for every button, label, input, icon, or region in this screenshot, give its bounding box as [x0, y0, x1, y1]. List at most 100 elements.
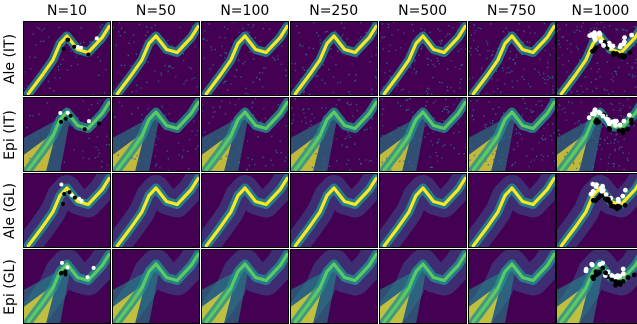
- noise-speck: [106, 144, 107, 145]
- noise-speck: [502, 139, 503, 140]
- noise-speck: [568, 101, 569, 102]
- noise-speck: [384, 72, 385, 73]
- noise-speck: [36, 135, 37, 136]
- noise-speck: [178, 154, 179, 155]
- noise-speck: [244, 62, 245, 63]
- noise-speck: [634, 45, 635, 46]
- noise-speck: [582, 91, 583, 92]
- noise-speck: [397, 29, 398, 30]
- noise-speck: [248, 32, 249, 33]
- noise-speck: [202, 110, 203, 111]
- noise-speck: [389, 70, 390, 71]
- noise-speck: [581, 26, 582, 27]
- noise-speck: [629, 153, 630, 154]
- noise-speck: [574, 32, 575, 33]
- noise-speck: [221, 46, 222, 47]
- noise-speck: [195, 148, 196, 149]
- noise-speck: [380, 37, 381, 38]
- noise-speck: [95, 157, 96, 158]
- noise-speck: [572, 129, 573, 130]
- noise-speck: [168, 158, 169, 159]
- train-point-black: [598, 193, 603, 198]
- noise-speck: [30, 68, 31, 69]
- noise-speck: [550, 135, 551, 136]
- noise-speck: [457, 51, 458, 52]
- noise-speck: [346, 38, 347, 39]
- noise-speck: [238, 162, 239, 163]
- train-point-white: [618, 45, 623, 50]
- noise-speck: [552, 92, 553, 93]
- noise-speck: [596, 27, 597, 28]
- noise-speck: [413, 143, 414, 144]
- noise-speck: [427, 133, 428, 134]
- noise-speck: [473, 40, 474, 41]
- noise-speck: [440, 43, 441, 44]
- train-point-white: [76, 45, 80, 49]
- noise-speck: [136, 155, 137, 156]
- noise-speck: [300, 46, 301, 47]
- noise-speck: [332, 92, 333, 93]
- noise-speck: [341, 144, 342, 145]
- noise-speck: [485, 41, 486, 42]
- noise-speck: [234, 104, 235, 105]
- noise-speck: [415, 153, 416, 154]
- noise-speck: [382, 49, 383, 50]
- noise-speck: [60, 64, 61, 65]
- noise-speck: [54, 77, 55, 78]
- heatmap-panel: [201, 97, 289, 172]
- noise-speck: [212, 64, 213, 65]
- heatmap-panel: [556, 173, 637, 248]
- noise-speck: [229, 102, 230, 103]
- train-point-white: [58, 111, 62, 115]
- noise-speck: [619, 110, 620, 111]
- noise-speck: [621, 115, 622, 116]
- noise-speck: [470, 54, 471, 55]
- noise-speck: [142, 120, 143, 121]
- train-point-black: [590, 49, 595, 54]
- noise-speck: [423, 29, 424, 30]
- noise-speck: [303, 92, 304, 93]
- noise-speck: [101, 166, 102, 167]
- noise-speck: [100, 60, 101, 61]
- noise-speck: [284, 161, 285, 162]
- noise-speck: [420, 28, 421, 29]
- noise-speck: [247, 157, 248, 158]
- noise-speck: [551, 140, 552, 141]
- noise-speck: [422, 127, 423, 128]
- noise-speck: [446, 86, 447, 87]
- noise-speck: [48, 36, 49, 37]
- noise-speck: [343, 27, 344, 28]
- noise-speck: [245, 88, 246, 89]
- noise-speck: [226, 156, 227, 157]
- noise-speck: [551, 76, 552, 77]
- noise-speck: [413, 137, 414, 138]
- noise-speck: [191, 131, 192, 132]
- noise-speck: [360, 22, 361, 23]
- noise-speck: [430, 60, 431, 61]
- noise-speck: [99, 100, 100, 101]
- noise-speck: [293, 114, 294, 115]
- heatmap-panel: [556, 21, 637, 96]
- train-point-white: [95, 36, 99, 40]
- noise-speck: [572, 113, 573, 114]
- noise-speck: [516, 29, 517, 30]
- noise-speck: [308, 47, 309, 48]
- noise-speck: [348, 160, 349, 161]
- noise-speck: [472, 109, 473, 110]
- noise-speck: [159, 167, 160, 168]
- noise-speck: [29, 56, 30, 57]
- noise-speck: [616, 74, 617, 75]
- noise-speck: [234, 76, 235, 77]
- noise-speck: [366, 129, 367, 130]
- noise-speck: [592, 91, 593, 92]
- noise-speck: [151, 27, 152, 28]
- noise-speck: [529, 109, 530, 110]
- noise-speck: [549, 54, 550, 55]
- noise-speck: [618, 67, 619, 68]
- noise-speck: [375, 54, 376, 55]
- noise-speck: [229, 155, 230, 156]
- noise-speck: [615, 139, 616, 140]
- noise-speck: [275, 150, 276, 151]
- noise-speck: [313, 117, 314, 118]
- noise-speck: [160, 72, 161, 73]
